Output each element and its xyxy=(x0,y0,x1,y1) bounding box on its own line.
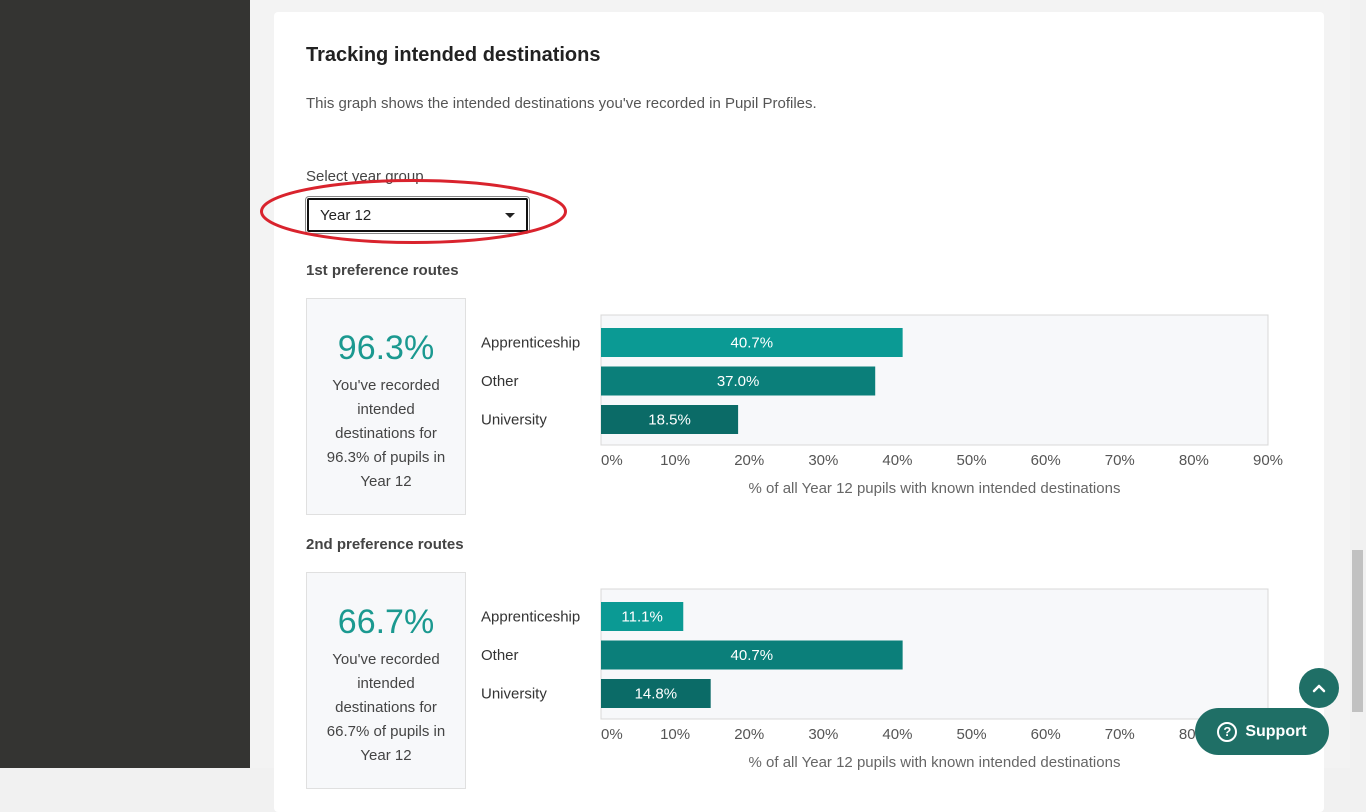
left-sidebar-panel xyxy=(0,0,250,768)
first-preference-chart: Apprenticeship 40.7% Other 37.0% University 1… xyxy=(481,314,1283,497)
x-tick-label: 0% xyxy=(601,452,623,469)
x-tick-label: 30% xyxy=(808,452,838,469)
x-axis-label: % of all Year 12 pupils with known inten… xyxy=(749,480,1121,497)
scrollbar-thumb[interactable] xyxy=(1352,550,1363,712)
bar-value-label: 14.8% xyxy=(635,686,678,703)
bar xyxy=(601,328,903,357)
x-tick-label: 90% xyxy=(1253,452,1283,469)
second-preference-stat-desc: You've recorded intended destinations fo… xyxy=(326,651,446,764)
bar-value-label: 37.0% xyxy=(717,373,760,390)
support-button[interactable]: ? Support xyxy=(1195,708,1329,755)
highlight-oval-annotation xyxy=(260,179,567,244)
category-label: Apprenticeship xyxy=(481,609,580,626)
support-button-label: Support xyxy=(1245,722,1307,740)
x-tick-label: 20% xyxy=(734,726,764,743)
x-tick-label: 50% xyxy=(957,726,987,743)
x-tick-label: 10% xyxy=(660,726,690,743)
question-circle-icon: ? xyxy=(1217,721,1238,742)
x-tick-label: 60% xyxy=(1031,726,1061,743)
bar xyxy=(601,366,876,396)
x-tick-label: 40% xyxy=(882,452,912,469)
category-label: University xyxy=(481,686,547,703)
x-tick-label: 20% xyxy=(734,452,764,469)
first-preference-stat-value: 96.3% xyxy=(337,329,435,367)
second-preference-chart: Apprenticeship 11.1% Other 40.7% University 1… xyxy=(481,588,1283,771)
second-preference-heading: 2nd preference routes xyxy=(306,536,464,553)
bar xyxy=(601,640,903,670)
category-label: Apprenticeship xyxy=(481,335,580,352)
x-tick-label: 50% xyxy=(957,452,987,469)
x-tick-label: 40% xyxy=(882,726,912,743)
bar xyxy=(601,602,684,631)
page-subtitle: This graph shows the intended destinatio… xyxy=(306,95,817,112)
first-preference-stat-desc: You've recorded intended destinations fo… xyxy=(326,377,446,490)
category-label: Other xyxy=(481,647,519,664)
second-preference-stat-box: 66.7% You've recorded intended destinati… xyxy=(306,572,466,789)
x-tick-label: 10% xyxy=(660,452,690,469)
page-title: Tracking intended destinations xyxy=(306,44,601,66)
first-preference-stat-box: 96.3% You've recorded intended destinati… xyxy=(306,298,466,515)
x-tick-label: 80% xyxy=(1179,452,1209,469)
bar-value-label: 11.1% xyxy=(621,609,662,626)
second-preference-stat-value: 66.7% xyxy=(337,603,435,641)
bar-value-label: 18.5% xyxy=(648,412,691,429)
x-tick-label: 70% xyxy=(1105,452,1135,469)
year-group-select[interactable]: Year 12 xyxy=(307,198,528,232)
x-tick-label: 60% xyxy=(1031,452,1061,469)
bar xyxy=(601,679,711,708)
bar-value-label: 40.7% xyxy=(731,647,774,664)
x-tick-label: 70% xyxy=(1105,726,1135,743)
caret-down-icon xyxy=(505,213,515,218)
first-preference-heading: 1st preference routes xyxy=(306,262,459,279)
category-label: Other xyxy=(481,373,519,390)
year-group-select-value: Year 12 xyxy=(320,207,372,224)
back-to-top-button[interactable] xyxy=(1299,668,1339,708)
x-tick-label: 30% xyxy=(808,726,838,743)
category-label: University xyxy=(481,412,547,429)
x-tick-label: 0% xyxy=(601,726,623,743)
bar xyxy=(601,405,739,434)
x-axis-label: % of all Year 12 pupils with known inten… xyxy=(749,754,1121,771)
chevron-up-icon xyxy=(1312,684,1326,693)
bar-value-label: 40.7% xyxy=(731,335,774,352)
